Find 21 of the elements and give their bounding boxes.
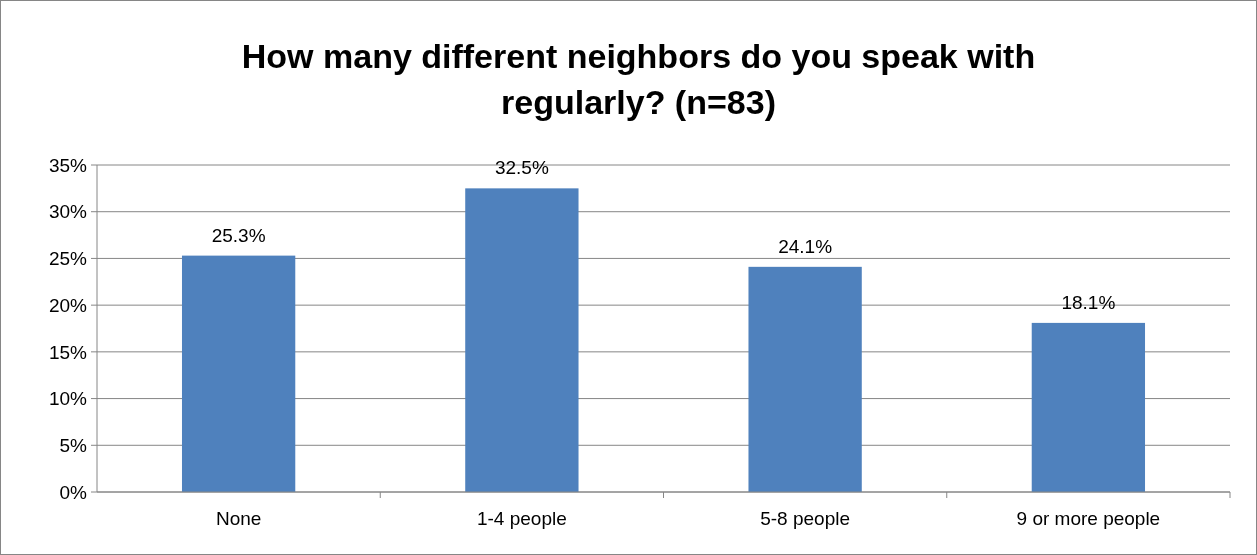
bar bbox=[465, 188, 579, 492]
bar bbox=[181, 255, 296, 492]
x-tick-label: 1-4 people bbox=[476, 508, 567, 529]
bar bbox=[1031, 322, 1146, 492]
data-label: 18.1% bbox=[1061, 291, 1116, 313]
data-label: 25.3% bbox=[211, 224, 266, 246]
y-tick-label: 5% bbox=[59, 434, 88, 456]
bar bbox=[748, 266, 862, 492]
x-tick-label: None bbox=[215, 508, 262, 529]
x-tick-label: 9 or more people bbox=[1016, 508, 1161, 529]
y-tick-label: 30% bbox=[48, 201, 88, 223]
y-tick-label: 10% bbox=[48, 388, 88, 410]
y-tick-label: 0% bbox=[59, 481, 88, 503]
y-tick-label: 35% bbox=[48, 154, 88, 176]
data-label: 32.5% bbox=[494, 157, 549, 179]
chart-title: How many different neighbors do you speak with regularly? (n=83) bbox=[241, 37, 1036, 121]
y-tick-label: 15% bbox=[48, 341, 88, 363]
x-tick-label: 5-8 people bbox=[760, 508, 851, 529]
y-tick-label: 25% bbox=[48, 248, 88, 270]
y-tick-label: 20% bbox=[48, 294, 88, 316]
data-label: 24.1% bbox=[778, 235, 833, 257]
